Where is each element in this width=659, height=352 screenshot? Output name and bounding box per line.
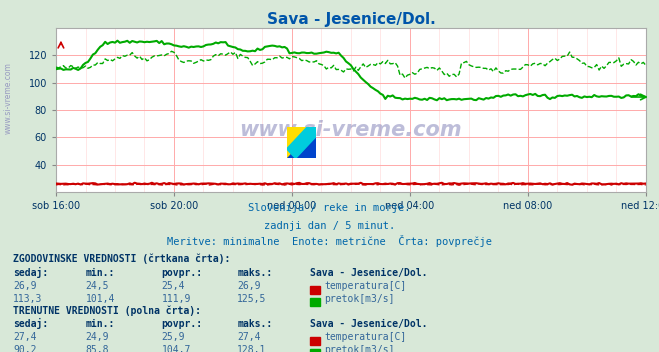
Title: Sava - Jesenice/Dol.: Sava - Jesenice/Dol. <box>266 12 436 27</box>
Text: 26,9: 26,9 <box>13 281 37 291</box>
Text: maks.:: maks.: <box>237 319 272 329</box>
Text: www.si-vreme.com: www.si-vreme.com <box>240 120 462 140</box>
Text: 85,8: 85,8 <box>86 345 109 352</box>
Text: 27,4: 27,4 <box>13 332 37 342</box>
Text: temperatura[C]: temperatura[C] <box>324 281 407 291</box>
Text: 26,9: 26,9 <box>237 281 261 291</box>
Text: 25,4: 25,4 <box>161 281 185 291</box>
Text: pretok[m3/s]: pretok[m3/s] <box>324 345 395 352</box>
Polygon shape <box>287 127 316 158</box>
Text: 111,9: 111,9 <box>161 294 191 304</box>
Text: www.si-vreme.com: www.si-vreme.com <box>3 63 13 134</box>
Text: TRENUTNE VREDNOSTI (polna črta):: TRENUTNE VREDNOSTI (polna črta): <box>13 306 201 316</box>
Text: povpr.:: povpr.: <box>161 268 202 278</box>
Text: Slovenija / reke in morje.: Slovenija / reke in morje. <box>248 203 411 213</box>
Text: min.:: min.: <box>86 268 115 278</box>
Text: min.:: min.: <box>86 319 115 329</box>
Text: 113,3: 113,3 <box>13 294 43 304</box>
Polygon shape <box>287 127 316 158</box>
Text: 24,5: 24,5 <box>86 281 109 291</box>
Text: temperatura[C]: temperatura[C] <box>324 332 407 342</box>
Text: sedaj:: sedaj: <box>13 318 48 329</box>
Text: 104,7: 104,7 <box>161 345 191 352</box>
Text: 27,4: 27,4 <box>237 332 261 342</box>
Text: maks.:: maks.: <box>237 268 272 278</box>
Text: Sava - Jesenice/Dol.: Sava - Jesenice/Dol. <box>310 319 427 329</box>
Text: 90,2: 90,2 <box>13 345 37 352</box>
Text: povpr.:: povpr.: <box>161 319 202 329</box>
Text: 125,5: 125,5 <box>237 294 267 304</box>
Text: pretok[m3/s]: pretok[m3/s] <box>324 294 395 304</box>
Text: 128,1: 128,1 <box>237 345 267 352</box>
Text: sedaj:: sedaj: <box>13 267 48 278</box>
Text: Meritve: minimalne  Enote: metrične  Črta: povprečje: Meritve: minimalne Enote: metrične Črta:… <box>167 235 492 247</box>
Text: 25,9: 25,9 <box>161 332 185 342</box>
Text: Sava - Jesenice/Dol.: Sava - Jesenice/Dol. <box>310 268 427 278</box>
Text: zadnji dan / 5 minut.: zadnji dan / 5 minut. <box>264 221 395 231</box>
Polygon shape <box>287 127 316 158</box>
Text: 24,9: 24,9 <box>86 332 109 342</box>
Text: ZGODOVINSKE VREDNOSTI (črtkana črta):: ZGODOVINSKE VREDNOSTI (črtkana črta): <box>13 254 231 264</box>
Text: 101,4: 101,4 <box>86 294 115 304</box>
